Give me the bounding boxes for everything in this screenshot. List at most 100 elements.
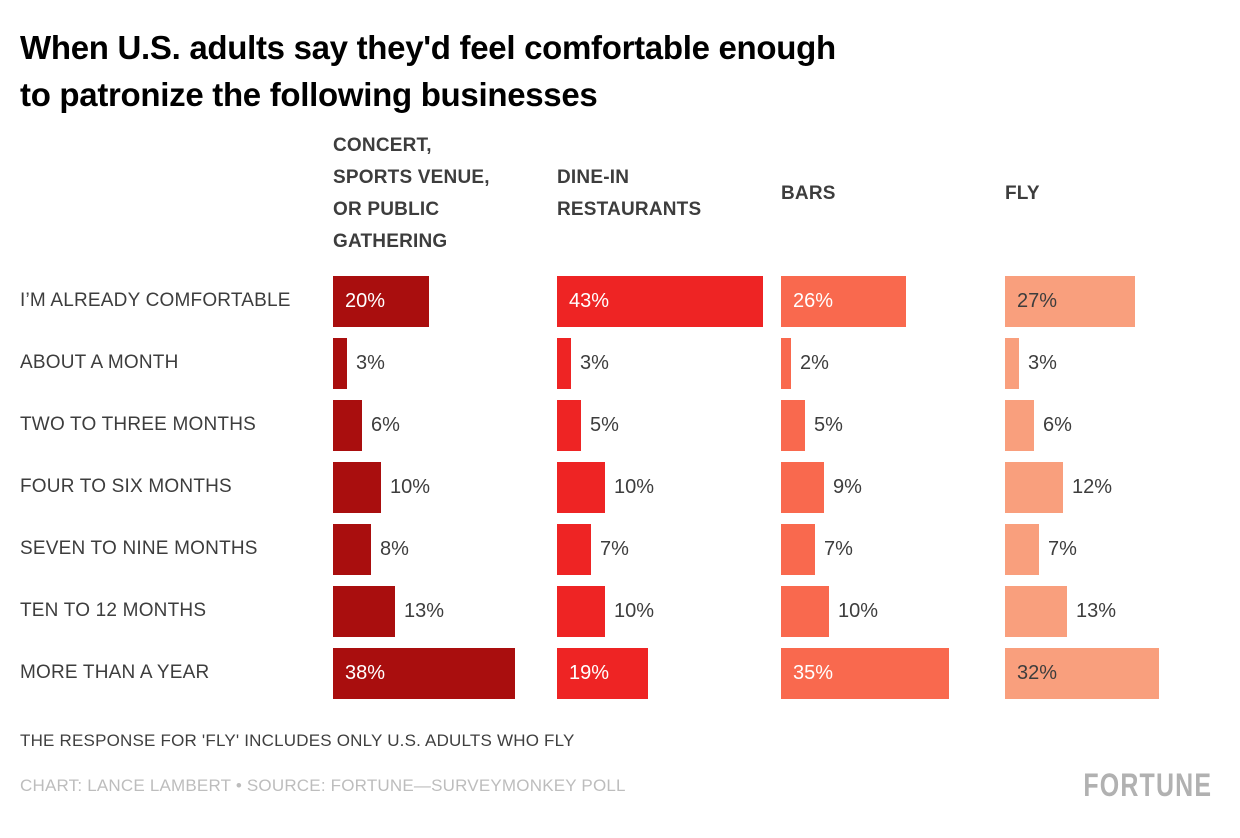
bar-cell: 6% (1005, 399, 1229, 451)
bar-cell: 13% (1005, 585, 1229, 637)
bar-cell: 13% (333, 585, 557, 637)
row-label: TWO TO THREE MONTHS (20, 414, 257, 435)
column-header-bars: BARS (781, 183, 836, 204)
bar-cell: 6% (333, 399, 557, 451)
bar-value-label: 32% (1017, 661, 1058, 684)
row-label: MORE THAN A YEAR (20, 662, 210, 683)
bar-value-label: 7% (824, 537, 853, 560)
bar-cell: 35% (781, 647, 1005, 699)
bar (1005, 523, 1039, 575)
bar-value-label: 6% (371, 413, 400, 436)
bar-cell: 26% (781, 275, 1005, 327)
bar-value-label: 12% (1072, 475, 1113, 498)
bar-cell: 7% (557, 523, 781, 575)
row-label: TEN TO 12 MONTHS (20, 600, 207, 621)
bar-value-label: 35% (793, 661, 834, 684)
chart-title: When U.S. adults say they'd feel comfort… (20, 24, 1220, 118)
column-headers: CONCERT, SPORTS VENUE, OR PUBLIC GATHERI… (20, 118, 1240, 270)
bar-value-label: 3% (356, 351, 385, 374)
bar-cell: 3% (333, 337, 557, 389)
bar-cell: 2% (781, 337, 1005, 389)
bar-value-label: 3% (580, 351, 609, 374)
bar (557, 523, 591, 575)
column-header-fly: FLY (1005, 183, 1040, 204)
bar-cell: 7% (1005, 523, 1229, 575)
chart-title-line1: When U.S. adults say they'd feel comfort… (20, 29, 836, 66)
bar-cell: 27% (1005, 275, 1229, 327)
chart-row: SEVEN TO NINE MONTHS 8% 7% 7% 7% (20, 518, 1240, 580)
bar: 43% (557, 275, 763, 327)
bar-cell: 8% (333, 523, 557, 575)
bar: 35% (781, 647, 949, 699)
bar (333, 585, 395, 637)
bar (333, 523, 371, 575)
bar-value-label: 10% (390, 475, 431, 498)
chart-row: TWO TO THREE MONTHS 6% 5% 5% 6% (20, 394, 1240, 456)
column-header-concert: CONCERT, SPORTS VENUE, OR PUBLIC GATHERI… (333, 135, 490, 252)
bar-value-label: 13% (404, 599, 445, 622)
bar-value-label: 10% (614, 475, 655, 498)
bar: 20% (333, 275, 429, 327)
bar-cell: 32% (1005, 647, 1229, 699)
bar (1005, 399, 1034, 451)
bar (1005, 585, 1067, 637)
bar-cell: 19% (557, 647, 781, 699)
bar-cell: 12% (1005, 461, 1229, 513)
bar (557, 337, 571, 389)
bar: 38% (333, 647, 515, 699)
bar-cell: 10% (781, 585, 1005, 637)
bar (333, 461, 381, 513)
bar-value-label: 5% (814, 413, 843, 436)
bar-value-label: 19% (569, 661, 610, 684)
bar (781, 399, 805, 451)
row-label: I’M ALREADY COMFORTABLE (20, 290, 291, 311)
bar: 32% (1005, 647, 1159, 699)
row-label: ABOUT A MONTH (20, 352, 179, 373)
column-header-dine-in: DINE-IN RESTAURANTS (557, 167, 702, 220)
bar (1005, 337, 1019, 389)
bar-value-label: 9% (833, 475, 862, 498)
bar-value-label: 43% (569, 289, 610, 312)
bar-value-label: 10% (614, 599, 655, 622)
bar-cell: 5% (781, 399, 1005, 451)
bar (333, 399, 362, 451)
bar-cell: 5% (557, 399, 781, 451)
bar-cell: 3% (1005, 337, 1229, 389)
bar: 27% (1005, 275, 1135, 327)
bar (1005, 461, 1063, 513)
bar-value-label: 10% (838, 599, 879, 622)
bar-chart: I’M ALREADY COMFORTABLE 20% 43% 26% 27% ABOUT… (0, 270, 1240, 704)
bar (557, 399, 581, 451)
bar-cell: 20% (333, 275, 557, 327)
credit-row: CHART: LANCE LAMBERT • SOURCE: FORTUNE—S… (20, 767, 1212, 804)
bar-cell: 3% (557, 337, 781, 389)
bar-value-label: 27% (1017, 289, 1058, 312)
row-label: FOUR TO SIX MONTHS (20, 476, 232, 497)
chart-row: FOUR TO SIX MONTHS 10% 10% 9% 12% (20, 456, 1240, 518)
chart-row: ABOUT A MONTH 3% 3% 2% 3% (20, 332, 1240, 394)
bar-value-label: 8% (380, 537, 409, 560)
bar-cell: 10% (557, 585, 781, 637)
bar-cell: 43% (557, 275, 781, 327)
row-label: SEVEN TO NINE MONTHS (20, 538, 258, 559)
bar-cell: 9% (781, 461, 1005, 513)
bar (781, 337, 791, 389)
footnote: THE RESPONSE FOR 'FLY' INCLUDES ONLY U.S… (20, 731, 575, 750)
bar-cell: 7% (781, 523, 1005, 575)
bar (781, 461, 824, 513)
fortune-logo: FORTUNE (1083, 767, 1212, 803)
bar (557, 461, 605, 513)
bar: 26% (781, 275, 906, 327)
bar-value-label: 7% (1048, 537, 1077, 560)
bar-value-label: 20% (345, 289, 386, 312)
bar-cell: 10% (333, 461, 557, 513)
credit-line: CHART: LANCE LAMBERT • SOURCE: FORTUNE—S… (20, 775, 626, 795)
bar-value-label: 7% (600, 537, 629, 560)
bar-value-label: 3% (1028, 351, 1057, 374)
bar-value-label: 13% (1076, 599, 1117, 622)
chart-row: MORE THAN A YEAR 38% 19% 35% 32% (20, 642, 1240, 704)
bar-value-label: 6% (1043, 413, 1072, 436)
bar (557, 585, 605, 637)
bar (781, 585, 829, 637)
